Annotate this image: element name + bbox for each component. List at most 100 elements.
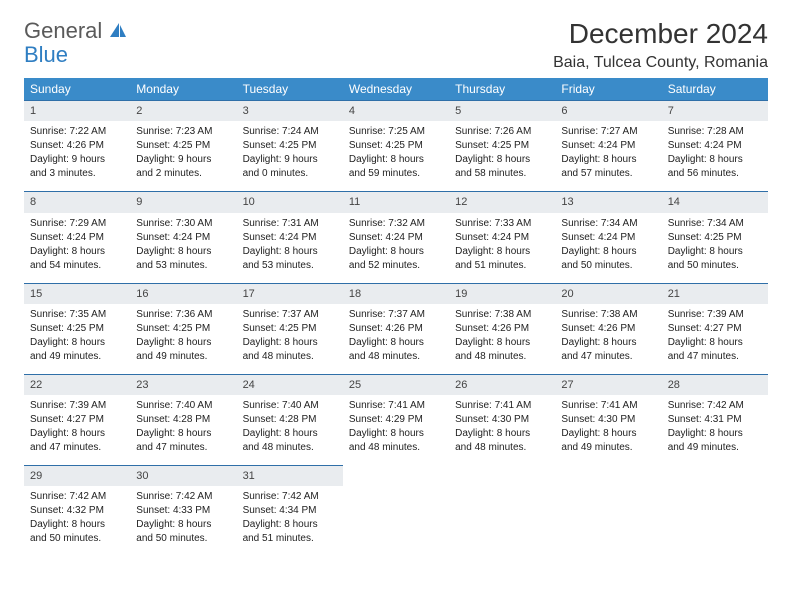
day-body: Sunrise: 7:32 AMSunset: 4:24 PMDaylight:… [343, 213, 449, 283]
daylight-text-2: and 50 minutes. [561, 259, 655, 272]
weekday-header: Wednesday [343, 78, 449, 100]
calendar-day-cell: 5Sunrise: 7:26 AMSunset: 4:25 PMDaylight… [449, 100, 555, 191]
day-number: 29 [24, 465, 130, 486]
day-number: 30 [130, 465, 236, 486]
daylight-text-2: and 3 minutes. [30, 167, 124, 180]
daylight-text-2: and 53 minutes. [243, 259, 337, 272]
sunset-text: Sunset: 4:31 PM [668, 413, 762, 426]
calendar-day-cell: 13Sunrise: 7:34 AMSunset: 4:24 PMDayligh… [555, 191, 661, 282]
daylight-text-2: and 56 minutes. [668, 167, 762, 180]
day-number: 3 [237, 100, 343, 121]
weekday-header: Tuesday [237, 78, 343, 100]
daylight-text-1: Daylight: 8 hours [30, 427, 124, 440]
calendar-day-cell: 29Sunrise: 7:42 AMSunset: 4:32 PMDayligh… [24, 465, 130, 556]
sunset-text: Sunset: 4:25 PM [136, 139, 230, 152]
daylight-text-2: and 52 minutes. [349, 259, 443, 272]
calendar-day-cell: 9Sunrise: 7:30 AMSunset: 4:24 PMDaylight… [130, 191, 236, 282]
calendar-day-cell: 15Sunrise: 7:35 AMSunset: 4:25 PMDayligh… [24, 283, 130, 374]
day-number: 2 [130, 100, 236, 121]
sunrise-text: Sunrise: 7:28 AM [668, 125, 762, 138]
sunrise-text: Sunrise: 7:25 AM [349, 125, 443, 138]
sunset-text: Sunset: 4:27 PM [668, 322, 762, 335]
day-body: Sunrise: 7:35 AMSunset: 4:25 PMDaylight:… [24, 304, 130, 374]
sunrise-text: Sunrise: 7:37 AM [243, 308, 337, 321]
sunset-text: Sunset: 4:25 PM [136, 322, 230, 335]
sunrise-text: Sunrise: 7:26 AM [455, 125, 549, 138]
day-body: Sunrise: 7:26 AMSunset: 4:25 PMDaylight:… [449, 121, 555, 191]
daylight-text-2: and 48 minutes. [455, 441, 549, 454]
day-number: 10 [237, 191, 343, 212]
sunset-text: Sunset: 4:28 PM [136, 413, 230, 426]
calendar-week-row: 15Sunrise: 7:35 AMSunset: 4:25 PMDayligh… [24, 283, 768, 374]
day-body: Sunrise: 7:40 AMSunset: 4:28 PMDaylight:… [237, 395, 343, 465]
calendar-day-cell: .. [662, 465, 768, 556]
daylight-text-1: Daylight: 8 hours [455, 336, 549, 349]
sunrise-text: Sunrise: 7:34 AM [668, 217, 762, 230]
weekday-header-row: Sunday Monday Tuesday Wednesday Thursday… [24, 78, 768, 100]
day-body: Sunrise: 7:22 AMSunset: 4:26 PMDaylight:… [24, 121, 130, 191]
day-body: Sunrise: 7:38 AMSunset: 4:26 PMDaylight:… [449, 304, 555, 374]
sunrise-text: Sunrise: 7:35 AM [30, 308, 124, 321]
daylight-text-1: Daylight: 8 hours [668, 427, 762, 440]
sunrise-text: Sunrise: 7:41 AM [561, 399, 655, 412]
day-body: Sunrise: 7:25 AMSunset: 4:25 PMDaylight:… [343, 121, 449, 191]
calendar-day-cell: 22Sunrise: 7:39 AMSunset: 4:27 PMDayligh… [24, 374, 130, 465]
daylight-text-2: and 47 minutes. [561, 350, 655, 363]
sunset-text: Sunset: 4:33 PM [136, 504, 230, 517]
daylight-text-1: Daylight: 8 hours [668, 153, 762, 166]
weekday-header: Saturday [662, 78, 768, 100]
daylight-text-1: Daylight: 8 hours [243, 518, 337, 531]
day-body: Sunrise: 7:27 AMSunset: 4:24 PMDaylight:… [555, 121, 661, 191]
daylight-text-1: Daylight: 8 hours [561, 336, 655, 349]
daylight-text-1: Daylight: 8 hours [243, 245, 337, 258]
calendar-day-cell: .. [555, 465, 661, 556]
day-number: 6 [555, 100, 661, 121]
sunset-text: Sunset: 4:29 PM [349, 413, 443, 426]
daylight-text-1: Daylight: 8 hours [455, 153, 549, 166]
day-body: Sunrise: 7:23 AMSunset: 4:25 PMDaylight:… [130, 121, 236, 191]
sunrise-text: Sunrise: 7:36 AM [136, 308, 230, 321]
calendar-day-cell: 19Sunrise: 7:38 AMSunset: 4:26 PMDayligh… [449, 283, 555, 374]
sunrise-text: Sunrise: 7:33 AM [455, 217, 549, 230]
calendar-day-cell: 8 Sunrise: 7:29 AMSunset: 4:24 PMDaylight… [24, 191, 130, 282]
sunrise-text: Sunrise: 7:39 AM [668, 308, 762, 321]
day-number: 8 [24, 191, 130, 212]
daylight-text-2: and 51 minutes. [243, 532, 337, 545]
sunset-text: Sunset: 4:26 PM [30, 139, 124, 152]
calendar-day-cell: 11Sunrise: 7:32 AMSunset: 4:24 PMDayligh… [343, 191, 449, 282]
day-body: Sunrise: 7:33 AMSunset: 4:24 PMDaylight:… [449, 213, 555, 283]
daylight-text-2: and 49 minutes. [561, 441, 655, 454]
sunset-text: Sunset: 4:24 PM [349, 231, 443, 244]
sunset-text: Sunset: 4:25 PM [349, 139, 443, 152]
day-number: 21 [662, 283, 768, 304]
daylight-text-2: and 49 minutes. [668, 441, 762, 454]
logo-blue-text: Blue [24, 42, 127, 68]
sunrise-text: Sunrise: 7:22 AM [30, 125, 124, 138]
daylight-text-2: and 47 minutes. [30, 441, 124, 454]
daylight-text-2: and 48 minutes. [243, 350, 337, 363]
daylight-text-1: Daylight: 9 hours [30, 153, 124, 166]
day-body: Sunrise: 7:37 AMSunset: 4:26 PMDaylight:… [343, 304, 449, 374]
sunset-text: Sunset: 4:24 PM [30, 231, 124, 244]
daylight-text-2: and 50 minutes. [668, 259, 762, 272]
day-body: Sunrise: 7:38 AMSunset: 4:26 PMDaylight:… [555, 304, 661, 374]
sunset-text: Sunset: 4:24 PM [561, 139, 655, 152]
daylight-text-2: and 49 minutes. [136, 350, 230, 363]
weekday-header: Friday [555, 78, 661, 100]
daylight-text-2: and 50 minutes. [30, 532, 124, 545]
sunrise-text: Sunrise: 7:29 AM [30, 217, 124, 230]
day-number: 20 [555, 283, 661, 304]
day-body: Sunrise: 7:34 AMSunset: 4:25 PMDaylight:… [662, 213, 768, 283]
day-body: Sunrise: 7:41 AMSunset: 4:30 PMDaylight:… [555, 395, 661, 465]
sunrise-text: Sunrise: 7:23 AM [136, 125, 230, 138]
calendar-day-cell: 12Sunrise: 7:33 AMSunset: 4:24 PMDayligh… [449, 191, 555, 282]
calendar-day-cell: 30Sunrise: 7:42 AMSunset: 4:33 PMDayligh… [130, 465, 236, 556]
sunrise-text: Sunrise: 7:40 AM [136, 399, 230, 412]
sunset-text: Sunset: 4:24 PM [136, 231, 230, 244]
daylight-text-1: Daylight: 8 hours [30, 245, 124, 258]
daylight-text-2: and 50 minutes. [136, 532, 230, 545]
sunset-text: Sunset: 4:26 PM [561, 322, 655, 335]
day-body: Sunrise: 7:34 AMSunset: 4:24 PMDaylight:… [555, 213, 661, 283]
calendar-day-cell: 3Sunrise: 7:24 AMSunset: 4:25 PMDaylight… [237, 100, 343, 191]
day-number: 9 [130, 191, 236, 212]
